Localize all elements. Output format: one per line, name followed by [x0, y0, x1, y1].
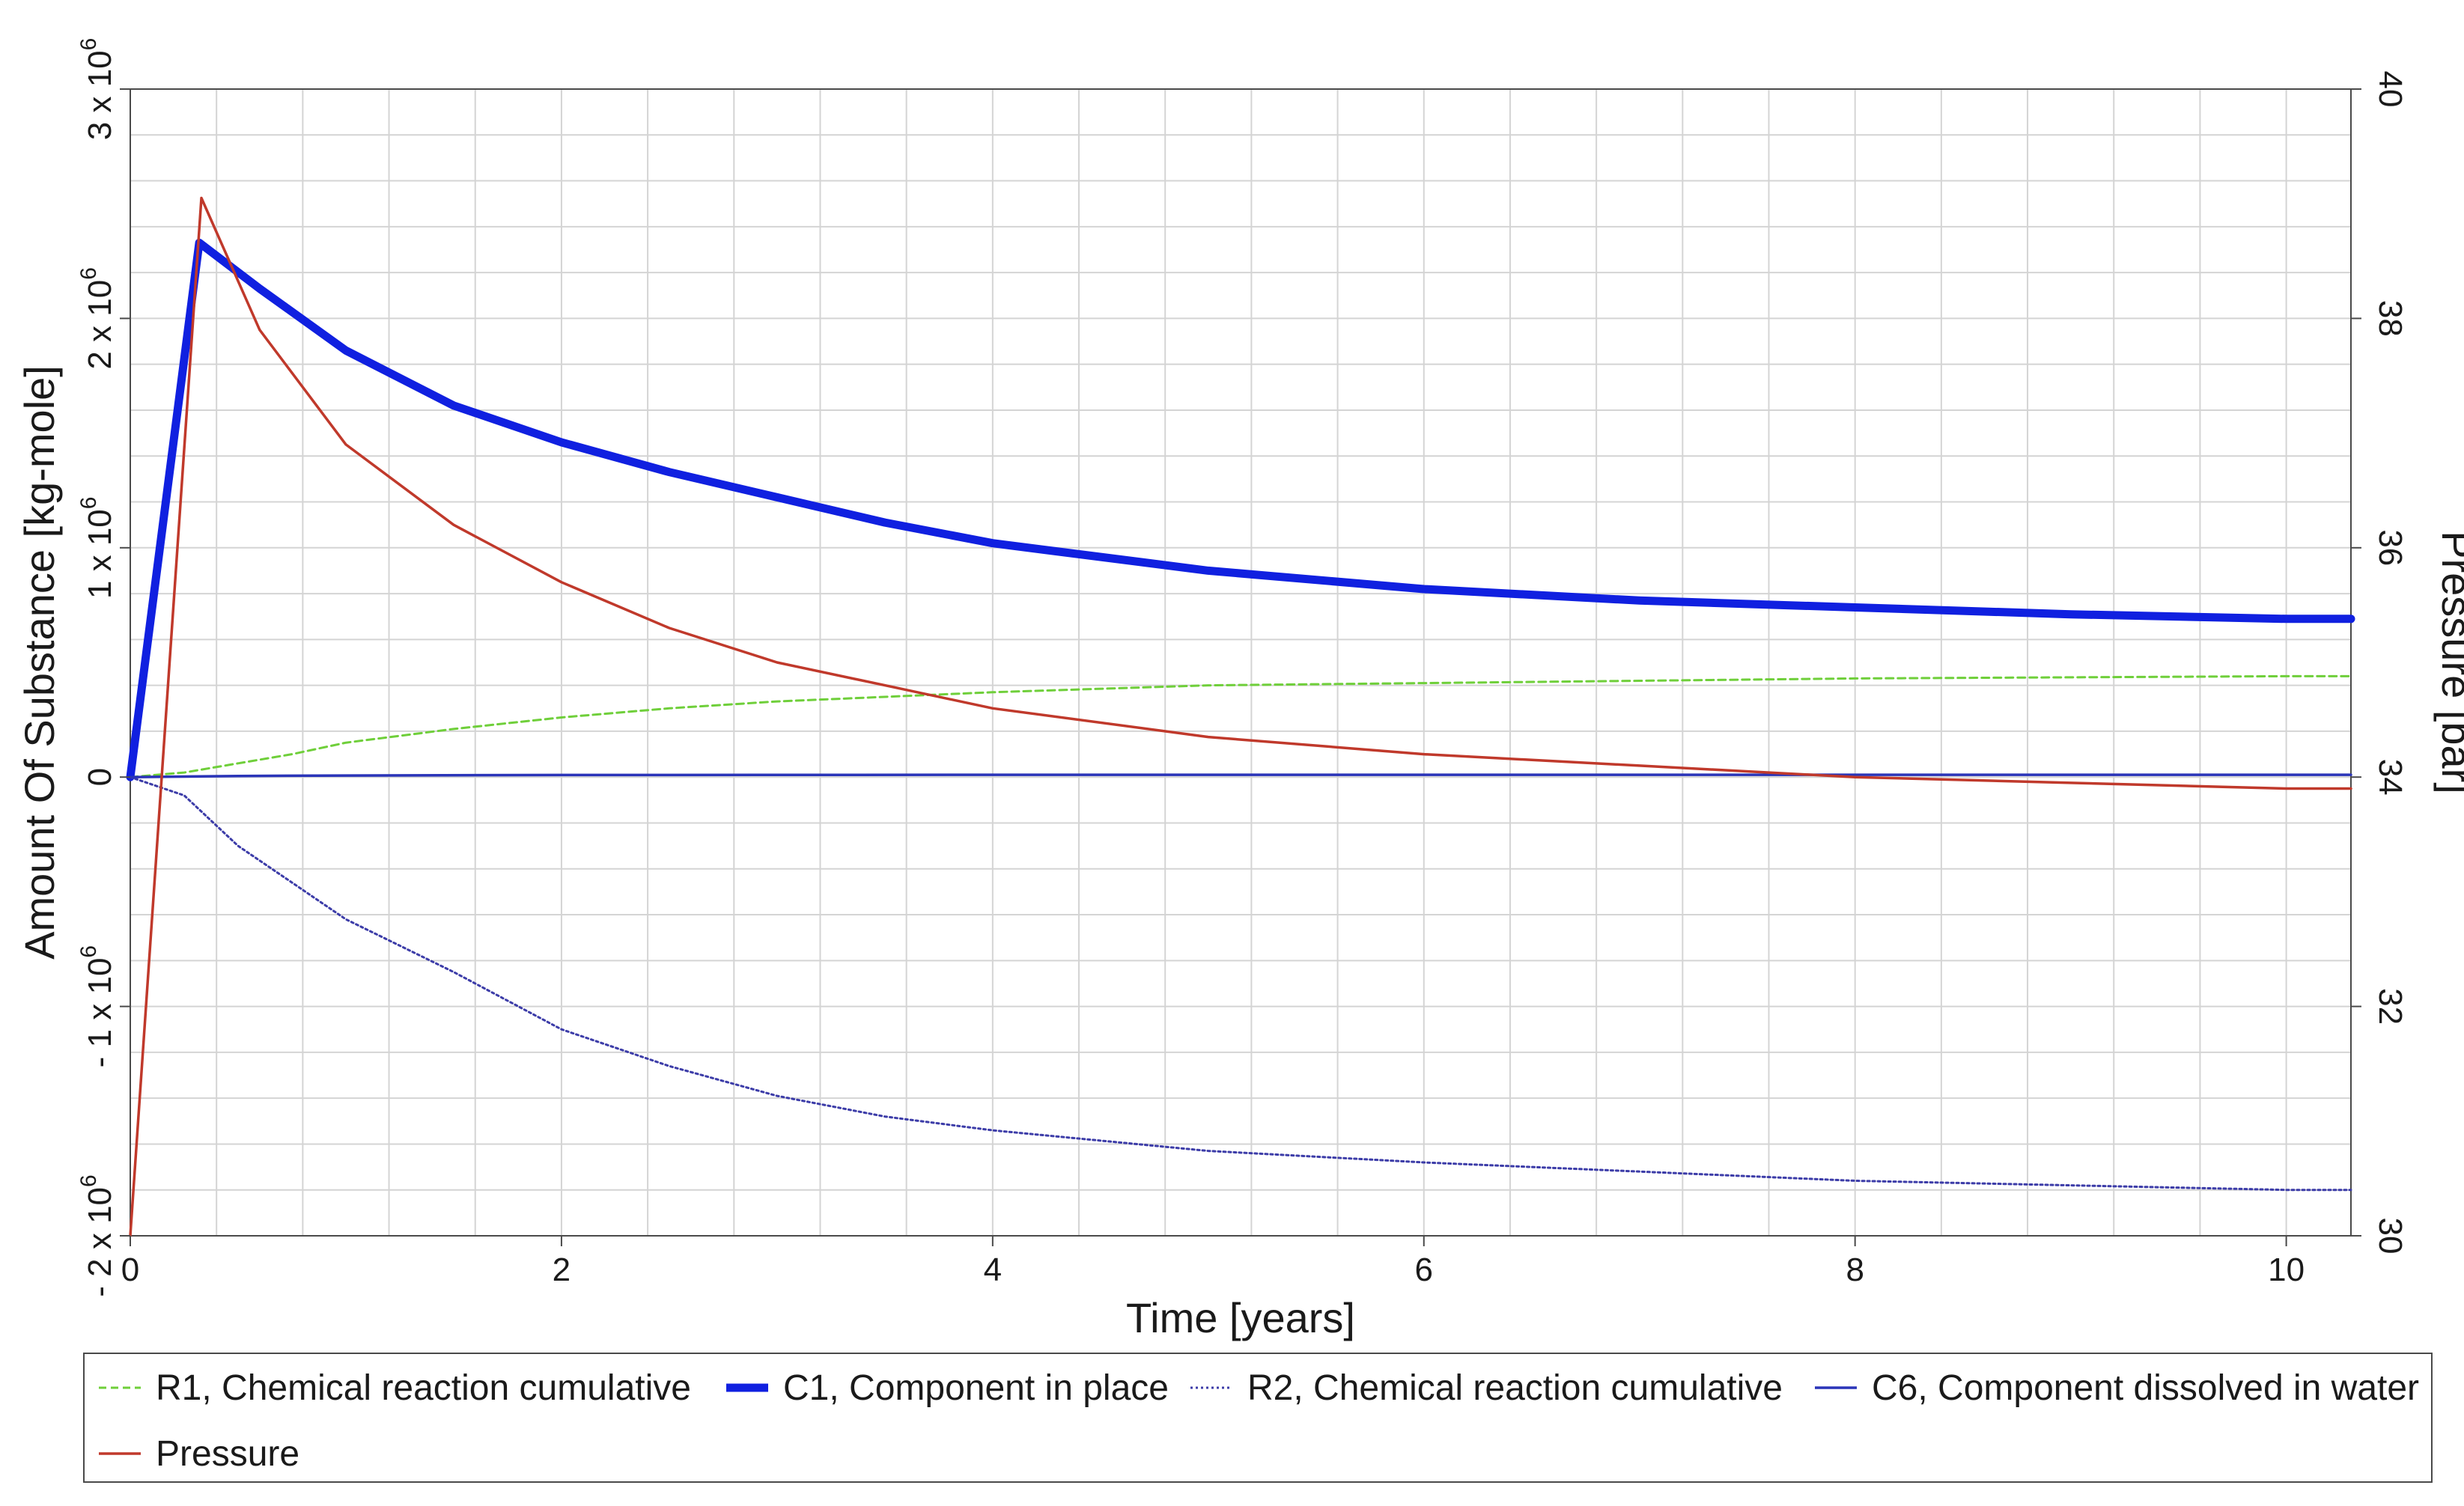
series-line-5: [129, 196, 2352, 1237]
y-axis-title-left: Amount Of Substance [kg-mole]: [16, 365, 63, 960]
x-tick-label: 6: [1415, 1252, 1433, 1288]
series-line-4: [129, 773, 2352, 778]
plot-frame: [130, 88, 2352, 1237]
y-right-tick-label: 30: [2372, 1218, 2409, 1255]
axes-layer: 0 2 4 6 8 10 - 2 x 106 - 1 x 106 0 1 x 106 2 x 106…: [76, 38, 2409, 1297]
grid: [130, 89, 2351, 1236]
y-right-tick-label: 40: [2372, 71, 2409, 108]
y-left-tick-label: - 1 x 106: [76, 945, 118, 1067]
legend-label: R2, Chemical reaction cumulative: [1247, 1368, 1783, 1408]
legend-label: R1, Chemical reaction cumulative: [156, 1368, 691, 1408]
y-axis-title-right: Pressure [bar]: [2433, 531, 2464, 794]
series-line-1: [129, 674, 2352, 778]
legend-label: C6, Component dissolved in water: [1872, 1368, 2419, 1408]
legend: R1, Chemical reaction cumulative C1, Comp…: [99, 1368, 2419, 1474]
y-left-tick-label: 2 x 106: [76, 267, 118, 370]
y-right-tick-label: 38: [2372, 300, 2409, 337]
y-right-tick-label: 36: [2372, 529, 2409, 566]
x-tick-label: 10: [2268, 1252, 2305, 1288]
y-right-tick-label: 32: [2372, 988, 2409, 1025]
legend-label: Pressure: [156, 1434, 299, 1474]
series-line-3: [129, 775, 2352, 1192]
series-line-2: [126, 238, 2355, 781]
x-tick-label: 0: [121, 1252, 139, 1288]
y-left-tick-label: - 2 x 106: [76, 1174, 118, 1296]
x-tick-label: 4: [984, 1252, 1002, 1288]
legend-box: [83, 1353, 2433, 1483]
x-tick-label: 8: [1846, 1252, 1864, 1288]
x-tick-label: 2: [553, 1252, 571, 1288]
y-left-tick-label: 0: [82, 768, 118, 786]
legend-label: C1, Component in place: [783, 1368, 1169, 1408]
y-right-tick-label: 34: [2372, 759, 2409, 796]
series-layer: [126, 196, 2355, 1237]
y-left-tick-label: 3 x 106: [76, 38, 118, 141]
y-left-tick-label: 1 x 106: [76, 497, 118, 600]
x-axis-title: Time [years]: [1126, 1294, 1355, 1341]
